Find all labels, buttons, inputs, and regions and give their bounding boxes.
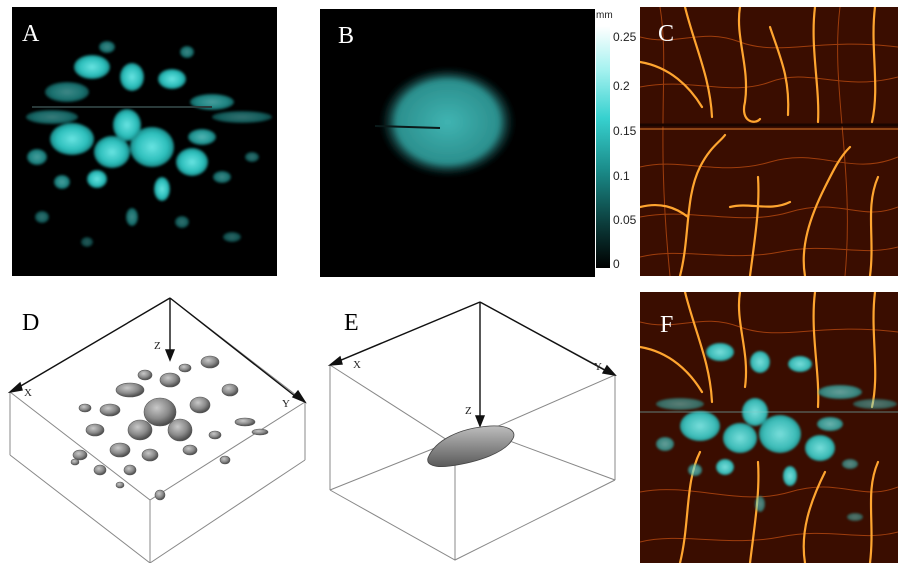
colorbar-unit: mm: [596, 10, 613, 21]
panel-e-z-axis-label: Z: [465, 405, 472, 417]
panel-d-label: D: [22, 310, 40, 336]
colorbar-tick: 0.15: [613, 124, 637, 138]
panel-e-image: X Y Z: [327, 301, 617, 561]
panel-e-label: E: [344, 310, 359, 336]
panel-f-label: F: [660, 312, 674, 338]
panel-d-3d-lesions: X Y Z: [0, 290, 315, 563]
panel-d-axes: [7, 297, 307, 404]
panel-c-label: C: [658, 21, 675, 47]
panel-d-x-axis-label: X: [24, 387, 32, 399]
colorbar-tick: 0.1: [613, 169, 630, 183]
panel-d-image: X Y Z: [7, 297, 307, 563]
panel-b-label: B: [338, 23, 355, 49]
panel-c-angiogram: C: [640, 7, 898, 276]
panel-e-3d-lesion: X Y Z E: [320, 290, 620, 563]
colorbar-tick: 0: [613, 257, 620, 271]
colorbar-tick: 0.25: [613, 30, 637, 44]
panel-f-image: [640, 292, 898, 563]
panel-c-image: [640, 7, 898, 276]
panel-e-lesion-surface: [427, 425, 515, 467]
panel-b-thickness-map: B: [320, 9, 595, 277]
panel-e-y-axis-label: Y: [594, 361, 602, 373]
panel-e-axes: [327, 301, 617, 428]
colorbar-tick: 0.2: [613, 79, 630, 93]
panel-a-label: A: [22, 21, 40, 47]
panel-a-image: [12, 7, 277, 276]
panel-a-lesion-enface: A: [12, 7, 277, 276]
panel-b-image: [320, 9, 595, 277]
panel-d-y-axis-label: Y: [282, 398, 290, 410]
colorbar: [596, 26, 610, 268]
colorbar-tick: 0.05: [613, 213, 637, 227]
panel-d-lesion-surfaces: [70, 355, 269, 501]
panel-f-overlay: F: [640, 292, 898, 563]
panel-d-z-axis-label: Z: [154, 340, 161, 352]
panel-e-x-axis-label: X: [353, 359, 361, 371]
